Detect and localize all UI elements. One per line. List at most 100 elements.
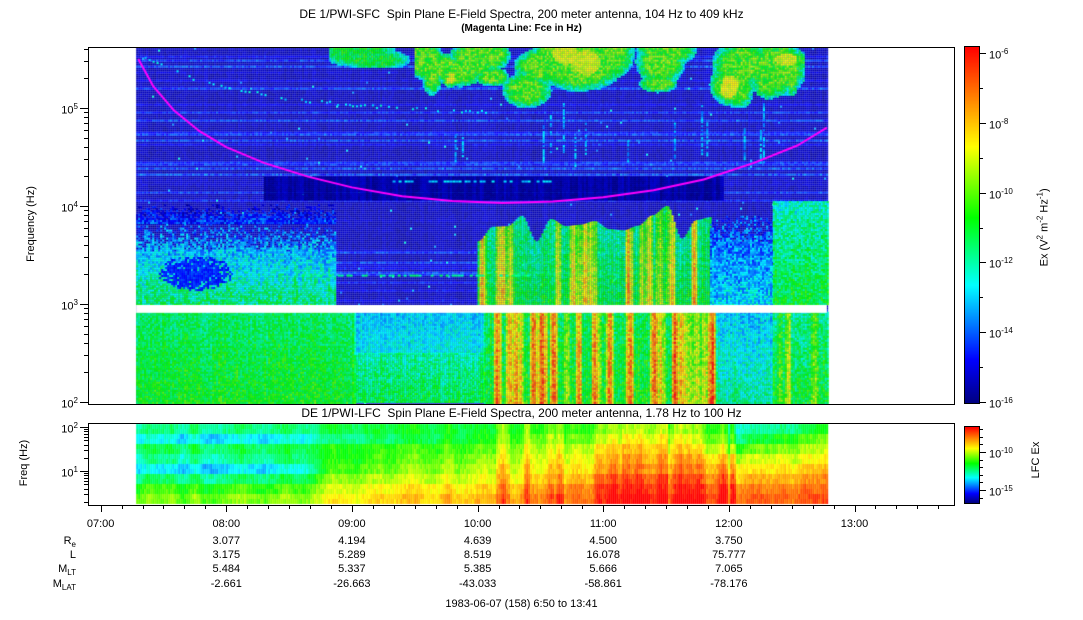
ephemeris-value: -58.861 bbox=[584, 578, 622, 590]
sfc-y-minor-tick bbox=[84, 325, 88, 327]
sfc-y-tick-label: 102 bbox=[61, 396, 78, 411]
time-minor-tick bbox=[435, 505, 437, 509]
lfc-y-minor-tick bbox=[84, 457, 88, 459]
sfc-y-tick-label: 103 bbox=[61, 298, 78, 313]
ephemeris-value: -43.033 bbox=[458, 578, 497, 590]
hour-label: 11:00 bbox=[589, 518, 617, 530]
lfc-y-minor-tick bbox=[84, 480, 88, 482]
lfc-spectrogram-canvas bbox=[88, 423, 954, 505]
time-minor-tick bbox=[247, 505, 249, 509]
sfc-title: DE 1/PWI-SFC Spin Plane E-Field Spectra,… bbox=[299, 7, 744, 21]
sfc-y-minor-tick bbox=[84, 112, 88, 114]
sfc-y-minor-tick bbox=[84, 227, 88, 229]
sfc-y-minor-tick bbox=[84, 342, 88, 344]
time-major-tick bbox=[854, 505, 856, 512]
lfc-y-minor-tick bbox=[84, 475, 88, 477]
ephemeris-value: 5.337 bbox=[338, 563, 366, 575]
sfc-y-minor-tick bbox=[84, 235, 88, 237]
lfc-y-minor-tick bbox=[84, 431, 88, 433]
time-minor-tick bbox=[645, 505, 647, 509]
sfc-y-major-tick bbox=[80, 108, 88, 109]
sfc-cb-tick-label: 10-10 bbox=[989, 186, 1013, 202]
sfc-y-minor-tick bbox=[84, 372, 88, 374]
ephemeris-row-label: MLAT bbox=[52, 578, 76, 593]
lfc-colorbar-canvas bbox=[965, 427, 979, 503]
lfc-y-axis-label: Freq (Hz) bbox=[18, 439, 30, 487]
hour-label: 12:00 bbox=[715, 518, 743, 530]
sfc-y-minor-tick bbox=[84, 333, 88, 335]
date-range-label: 1983-06-07 (158) 6:50 to 13:41 bbox=[445, 598, 598, 610]
sfc-y-minor-tick bbox=[84, 319, 88, 321]
time-major-tick bbox=[477, 505, 479, 512]
lfc-cb-major-tick bbox=[979, 490, 986, 491]
ephemeris-value: 5.289 bbox=[338, 549, 366, 561]
sfc-y-minor-tick bbox=[84, 257, 88, 259]
time-minor-tick bbox=[770, 505, 772, 509]
sfc-subtitle: (Magenta Line: Fce in Hz) bbox=[461, 23, 582, 34]
hour-label: 09:00 bbox=[338, 518, 366, 530]
hour-label: 13:00 bbox=[840, 518, 869, 530]
time-minor-tick bbox=[540, 505, 542, 509]
lfc-y-minor-tick bbox=[84, 444, 88, 446]
sfc-spectrogram-canvas bbox=[88, 47, 954, 404]
sfc-cb-major-tick bbox=[979, 122, 986, 124]
time-major-tick bbox=[603, 505, 605, 512]
sfc-y-minor-tick bbox=[84, 61, 88, 63]
time-minor-tick bbox=[687, 505, 688, 509]
lfc-cb-tick-label: 10-10 bbox=[989, 446, 1013, 461]
sfc-colorbar-canvas bbox=[965, 47, 979, 403]
sfc-y-minor-tick bbox=[84, 215, 88, 217]
time-minor-tick bbox=[896, 505, 898, 509]
ephemeris-value: -78.176 bbox=[710, 578, 748, 590]
time-minor-tick bbox=[917, 505, 919, 509]
time-minor-tick bbox=[456, 505, 458, 509]
sfc-cb-tick-label: 10-14 bbox=[989, 326, 1013, 341]
lfc-cb-minor-tick bbox=[979, 459, 983, 461]
sfc-y-minor-tick bbox=[84, 176, 88, 178]
lfc-cb-minor-tick bbox=[979, 497, 983, 499]
time-minor-tick bbox=[289, 505, 291, 509]
time-minor-tick bbox=[121, 505, 123, 509]
time-minor-tick bbox=[812, 505, 814, 509]
sfc-colorbar-label: Ex (V2 m-2 Hz-1) bbox=[1035, 188, 1051, 267]
lfc-cb-tick-label: 10-15 bbox=[989, 484, 1013, 499]
lfc-y-tick-label: 101 bbox=[61, 465, 78, 480]
lfc-y-tick-label: 102 bbox=[61, 421, 78, 436]
sfc-y-tick-label: 105 bbox=[61, 102, 78, 117]
time-minor-tick bbox=[666, 505, 667, 509]
sfc-y-major-tick bbox=[80, 206, 88, 207]
sfc-y-minor-tick bbox=[84, 313, 88, 315]
sfc-cb-major-tick bbox=[979, 332, 986, 334]
time-minor-tick bbox=[875, 505, 877, 509]
lfc-y-minor-tick bbox=[84, 488, 88, 490]
lfc-y-minor-tick bbox=[84, 436, 88, 438]
sfc-y-minor-tick bbox=[84, 137, 88, 139]
ephemeris-value: 5.666 bbox=[589, 563, 617, 575]
time-minor-tick bbox=[519, 505, 521, 509]
lfc-cb-minor-tick bbox=[979, 474, 983, 476]
sfc-y-minor-tick bbox=[84, 274, 88, 276]
lfc-cb-minor-tick bbox=[979, 429, 983, 431]
hour-label: 08:00 bbox=[212, 518, 241, 530]
time-minor-tick bbox=[582, 505, 584, 509]
sfc-cb-tick-label: 10-16 bbox=[989, 396, 1013, 411]
time-major-tick bbox=[351, 505, 353, 512]
time-minor-tick bbox=[414, 505, 416, 509]
sfc-y-minor-tick bbox=[84, 210, 88, 212]
time-minor-tick bbox=[707, 505, 709, 509]
sfc-y-axis-label: Frequency (Hz) bbox=[25, 186, 37, 262]
sfc-y-minor-tick bbox=[84, 129, 88, 131]
sfc-y-minor-tick bbox=[84, 146, 88, 148]
ephemeris-value: 75.777 bbox=[712, 549, 746, 561]
lfc-y-minor-tick bbox=[84, 450, 88, 451]
time-minor-tick bbox=[331, 505, 332, 509]
lfc-y-minor-tick bbox=[84, 429, 88, 430]
sfc-cb-major-tick bbox=[979, 262, 986, 264]
sfc-y-minor-tick bbox=[84, 244, 88, 246]
sfc-y-minor-tick bbox=[84, 117, 88, 119]
sfc-cb-major-tick bbox=[979, 402, 986, 403]
ephemeris-value: 3.750 bbox=[715, 535, 743, 547]
time-minor-tick bbox=[791, 505, 793, 509]
sfc-cb-tick-label: 10-6 bbox=[989, 47, 1009, 62]
